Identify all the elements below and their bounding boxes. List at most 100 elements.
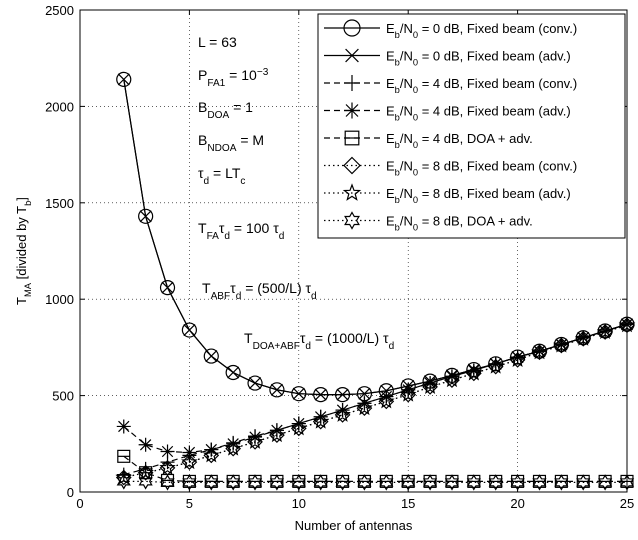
marker-shape xyxy=(117,73,130,86)
marker-shape xyxy=(422,474,438,491)
marker-shape xyxy=(137,464,154,480)
marker-star xyxy=(487,357,505,374)
marker-shape xyxy=(227,366,240,379)
marker-shape xyxy=(249,377,262,390)
x-tick-label: 25 xyxy=(620,496,634,511)
annotations: L = 63 PFA1 = 10−3 BDOA = 1 BNDOA = M τd = L… xyxy=(198,34,394,352)
marker-hexagram xyxy=(313,474,328,491)
marker-shape xyxy=(313,409,328,424)
marker-shape xyxy=(344,102,360,119)
marker-shape xyxy=(269,474,285,491)
marker-shape xyxy=(421,378,439,394)
marker-x xyxy=(345,48,359,63)
marker-hexagram xyxy=(269,474,285,491)
marker-shape xyxy=(344,211,360,230)
marker-shape xyxy=(226,474,241,491)
series-line xyxy=(123,324,628,479)
marker-asterisk xyxy=(344,102,360,119)
plot-frame xyxy=(79,9,628,493)
series-line xyxy=(123,323,628,476)
legend-label: Eb/N0 = 8 dB, Fixed beam (adv.) xyxy=(386,186,571,205)
marker-hexagram xyxy=(554,474,569,491)
marker-shape xyxy=(488,474,503,491)
marker-shape xyxy=(335,474,350,491)
y-tick-label: 2500 xyxy=(45,3,74,18)
marker-shape xyxy=(270,383,283,396)
marker-shape xyxy=(138,473,153,490)
marker-shape xyxy=(554,474,569,491)
y-axis-label-text: TMA [divided by Tb] xyxy=(14,197,33,305)
marker-circle xyxy=(203,348,219,364)
marker-circle xyxy=(159,280,176,296)
marker-shape xyxy=(465,364,483,381)
x-tick-label: 10 xyxy=(292,496,306,511)
legend-entry-2: Eb/N0 = 0 dB, Fixed beam (adv.) xyxy=(324,49,571,68)
marker-shape xyxy=(138,437,153,452)
marker-hexagram xyxy=(335,474,350,491)
legend-entry-4: Eb/N0 = 4 dB, Fixed beam (adv.) xyxy=(324,102,571,123)
legend-label: Eb/N0 = 8 dB, DOA + adv. xyxy=(386,214,533,233)
legend-entry-6: Eb/N0 = 8 dB, Fixed beam (conv.) xyxy=(324,156,577,178)
marker-x xyxy=(205,350,218,363)
legend-entry-3: Eb/N0 = 4 dB, Fixed beam (conv.) xyxy=(324,75,577,95)
marker-hexagram xyxy=(576,474,591,491)
marker-shape xyxy=(181,322,197,338)
marker-asterisk xyxy=(554,337,569,352)
marker-star xyxy=(531,343,548,360)
marker-hexagram xyxy=(466,474,481,491)
legend-entry-7: Eb/N0 = 8 dB, Fixed beam (adv.) xyxy=(324,183,571,205)
marker-star xyxy=(290,419,308,436)
marker-circle xyxy=(247,375,263,391)
marker-circle xyxy=(181,322,197,338)
marker-shape xyxy=(342,183,362,201)
marker-shape xyxy=(291,474,306,491)
marker-shape xyxy=(618,316,636,333)
annotation-7: TABFτd = (500/L) τd xyxy=(202,280,317,302)
marker-shape xyxy=(378,392,395,409)
marker-hexagram xyxy=(619,474,635,491)
marker-shape xyxy=(160,444,175,459)
marker-shape xyxy=(554,337,569,352)
marker-hexagram xyxy=(247,474,263,491)
marker-shape xyxy=(116,419,131,434)
x-axis-label: Number of antennas xyxy=(295,518,413,533)
marker-asterisk xyxy=(444,369,459,384)
marker-hexagram xyxy=(532,474,547,491)
marker-star xyxy=(509,351,526,367)
marker-shape xyxy=(247,375,263,391)
marker-shape xyxy=(224,439,242,456)
marker-shape xyxy=(269,423,284,438)
marker-asterisk xyxy=(248,430,263,445)
legend-entry-1: Eb/N0 = 0 dB, Fixed beam (conv.) xyxy=(324,19,577,40)
marker-asterisk xyxy=(160,444,175,459)
marker-shape xyxy=(116,71,132,88)
legend-entry-8: Eb/N0 = 8 dB, DOA + adv. xyxy=(324,211,533,233)
marker-shape xyxy=(291,416,306,431)
marker-shape xyxy=(269,382,285,398)
marker-shape xyxy=(619,474,635,491)
marker-shape xyxy=(159,280,176,296)
x-tick-label: 5 xyxy=(186,496,193,511)
marker-shape xyxy=(379,389,394,404)
annotation-1: L = 63 xyxy=(198,34,237,50)
marker-shape xyxy=(248,430,263,445)
marker-x xyxy=(358,387,371,400)
marker-shape xyxy=(343,19,361,37)
marker-hexagram xyxy=(182,474,197,491)
marker-shape xyxy=(399,385,417,402)
y-axis-label: TMA [divided by Tb] xyxy=(14,197,33,305)
marker-hexagram xyxy=(116,473,131,490)
marker-asterisk xyxy=(532,344,547,359)
marker-shape xyxy=(509,351,526,367)
marker-shape xyxy=(159,459,176,476)
marker-shape xyxy=(182,474,197,491)
marker-x xyxy=(183,324,196,337)
marker-shape xyxy=(204,474,219,491)
marker-x xyxy=(336,388,349,401)
marker-hexagram xyxy=(204,474,219,491)
marker-shape xyxy=(246,433,264,449)
marker-x xyxy=(270,383,283,396)
y-tick-label: 1500 xyxy=(45,196,74,211)
x-tick-label: 15 xyxy=(401,496,415,511)
marker-shape xyxy=(576,330,591,345)
